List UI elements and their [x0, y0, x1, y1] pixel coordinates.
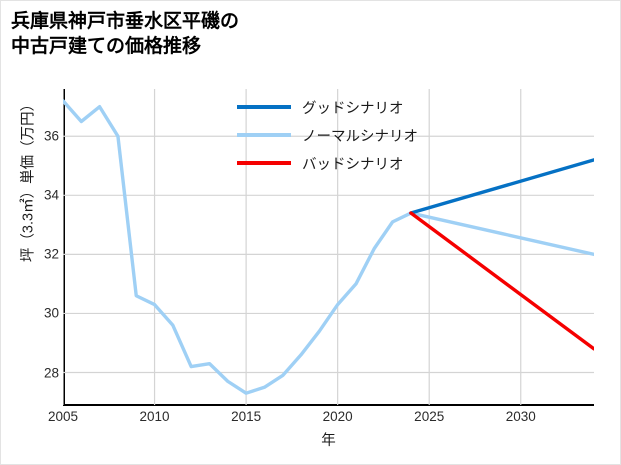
y-tick-label: 32	[43, 246, 59, 262]
chart-canvas	[63, 89, 594, 405]
legend-label: ノーマルシナリオ	[302, 128, 418, 145]
y-axis-line	[63, 89, 65, 405]
y-tick-label: 36	[43, 128, 59, 144]
y-axis-title: 坪（3.3㎡）単価（万円）	[20, 96, 37, 263]
x-tick-label: 2030	[505, 409, 536, 424]
x-axis-tick-labels: 2005 2010 2015 2020 2025 2030	[48, 409, 594, 431]
x-axis-title: 年	[321, 433, 336, 449]
series-line	[409, 211, 594, 351]
legend-item[interactable]: バッドシナリオ	[237, 149, 447, 177]
chart-legend: グッドシナリオ ノーマルシナリオ バッドシナリオ	[237, 93, 447, 177]
y-tick-label: 30	[43, 305, 59, 321]
y-tick-label: 28	[43, 365, 59, 380]
plot-area	[63, 89, 594, 405]
legend-item[interactable]: グッドシナリオ	[237, 93, 447, 121]
series-lines	[63, 99, 594, 395]
y-tick-label: 34	[43, 187, 59, 203]
x-tick-label: 2025	[414, 409, 445, 424]
legend-label: グッドシナリオ	[302, 100, 404, 117]
legend-label: バッドシナリオ	[302, 156, 404, 173]
series-line	[63, 99, 594, 395]
x-tick-label: 2005	[47, 409, 79, 424]
page-title: 兵庫県神戸市垂水区平磯の 中古戸建ての価格推移	[11, 11, 240, 58]
x-tick-label: 2015	[231, 409, 262, 424]
x-tick-label: 2010	[139, 409, 170, 424]
legend-color-swatch	[237, 132, 291, 138]
legend-item[interactable]: ノーマルシナリオ	[237, 121, 447, 149]
legend-color-swatch	[237, 104, 291, 110]
x-axis-line	[63, 404, 594, 406]
y-axis-tick-labels: 28 30 32 34 36	[29, 89, 59, 405]
series-line	[409, 158, 594, 215]
gridlines	[63, 89, 594, 405]
x-tick-label: 2020	[322, 409, 353, 424]
legend-color-swatch	[237, 160, 291, 166]
